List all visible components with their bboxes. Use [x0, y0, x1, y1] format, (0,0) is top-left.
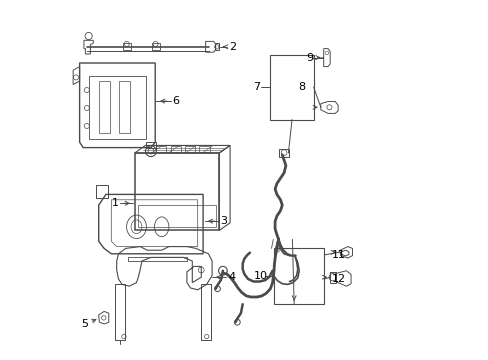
Bar	[145, 142, 156, 148]
Text: 10: 10	[253, 271, 267, 281]
Text: 1: 1	[111, 198, 118, 208]
Bar	[185, 146, 195, 152]
Bar	[273, 248, 324, 304]
Text: 6: 6	[172, 96, 179, 106]
Bar	[214, 43, 219, 50]
Text: 3: 3	[220, 216, 226, 226]
Bar	[119, 81, 130, 133]
Bar	[270, 55, 313, 120]
Bar	[151, 43, 159, 50]
Bar	[127, 257, 186, 261]
Bar	[329, 272, 335, 283]
Text: 9: 9	[306, 53, 313, 63]
Text: 4: 4	[228, 272, 235, 282]
Bar	[88, 76, 146, 139]
Text: 12: 12	[331, 274, 345, 284]
Bar	[138, 205, 215, 227]
Text: 11: 11	[331, 250, 345, 260]
Text: 8: 8	[297, 82, 305, 92]
Bar	[99, 81, 110, 133]
Text: 2: 2	[228, 42, 236, 52]
Bar	[278, 149, 288, 157]
Text: 7: 7	[253, 82, 260, 92]
Bar	[156, 146, 166, 152]
Bar	[199, 146, 209, 152]
Bar	[134, 153, 219, 230]
Text: 5: 5	[81, 319, 88, 329]
Bar	[170, 146, 181, 152]
Bar	[122, 43, 130, 50]
